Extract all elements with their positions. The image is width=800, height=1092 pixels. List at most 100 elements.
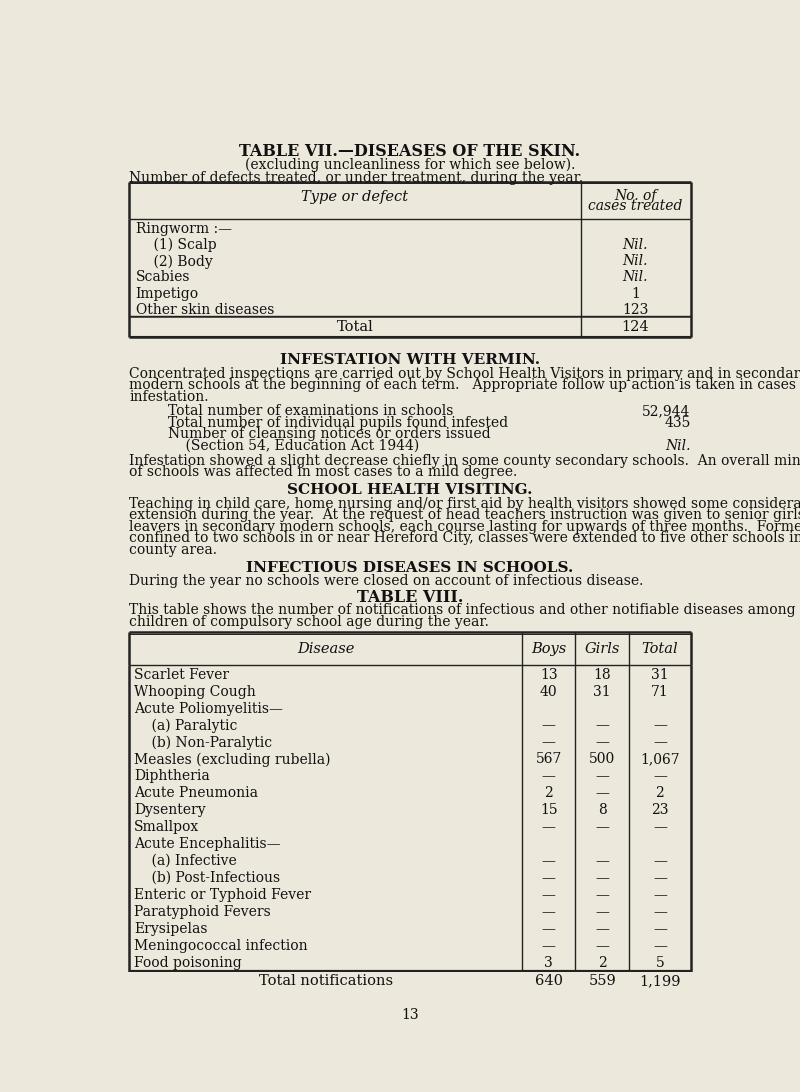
Text: TABLE VII.—DISEASES OF THE SKIN.: TABLE VII.—DISEASES OF THE SKIN.: [239, 143, 581, 161]
Text: 1,067: 1,067: [640, 752, 680, 767]
Text: Total: Total: [337, 320, 374, 334]
Text: —: —: [595, 905, 609, 918]
Text: —: —: [542, 820, 556, 834]
Text: Scabies: Scabies: [136, 271, 190, 284]
Text: confined to two schools in or near Hereford City, classes were extended to five : confined to two schools in or near Heref…: [130, 532, 800, 545]
Text: During the year no schools were closed on account of infectious disease.: During the year no schools were closed o…: [130, 573, 644, 587]
Text: Total: Total: [642, 642, 678, 656]
Text: cases treated: cases treated: [588, 199, 682, 213]
Text: —: —: [595, 871, 609, 885]
Text: —: —: [542, 905, 556, 918]
Text: Scarlet Fever: Scarlet Fever: [134, 667, 230, 681]
Text: (2) Body: (2) Body: [136, 254, 213, 269]
Text: Paratyphoid Fevers: Paratyphoid Fevers: [134, 905, 271, 918]
Text: SCHOOL HEALTH VISITING.: SCHOOL HEALTH VISITING.: [287, 483, 533, 497]
Text: infestation.: infestation.: [130, 390, 209, 404]
Text: 31: 31: [594, 685, 611, 699]
Text: 18: 18: [594, 667, 611, 681]
Text: 435: 435: [664, 416, 690, 430]
Text: (a) Paralytic: (a) Paralytic: [134, 719, 238, 733]
Text: —: —: [595, 854, 609, 868]
Text: (Section 54, Education Act 1944): (Section 54, Education Act 1944): [168, 439, 419, 453]
Text: —: —: [653, 736, 667, 749]
Text: (b) Non-Paralytic: (b) Non-Paralytic: [134, 736, 272, 750]
Text: Ringworm :—: Ringworm :—: [136, 222, 232, 236]
Text: Type or defect: Type or defect: [302, 190, 409, 203]
Text: —: —: [595, 736, 609, 749]
Text: 15: 15: [540, 804, 558, 817]
Text: Measles (excluding rubella): Measles (excluding rubella): [134, 752, 330, 767]
Text: —: —: [653, 820, 667, 834]
Text: Nil.: Nil.: [665, 439, 690, 453]
Text: (a) Infective: (a) Infective: [134, 854, 237, 868]
Text: 13: 13: [540, 667, 558, 681]
Text: 2: 2: [544, 786, 553, 800]
Text: 559: 559: [588, 974, 616, 988]
Text: Nil.: Nil.: [622, 254, 648, 269]
Text: Total number of individual pupils found infested: Total number of individual pupils found …: [168, 416, 508, 430]
Text: Girls: Girls: [585, 642, 620, 656]
Text: —: —: [653, 888, 667, 902]
Text: Meningococcal infection: Meningococcal infection: [134, 939, 308, 952]
Text: Other skin diseases: Other skin diseases: [136, 302, 274, 317]
Text: —: —: [542, 854, 556, 868]
Text: Acute Pneumonia: Acute Pneumonia: [134, 786, 258, 800]
Text: Number of cleansing notices or orders issued: Number of cleansing notices or orders is…: [168, 427, 491, 441]
Text: Enteric or Typhoid Fever: Enteric or Typhoid Fever: [134, 888, 311, 902]
Text: 1,199: 1,199: [639, 974, 681, 988]
Text: (1) Scalp: (1) Scalp: [136, 238, 216, 252]
Text: Acute Poliomyelitis—: Acute Poliomyelitis—: [134, 702, 283, 715]
Text: leavers in secondary modern schools, each course lasting for upwards of three mo: leavers in secondary modern schools, eac…: [130, 520, 800, 534]
Text: 71: 71: [651, 685, 669, 699]
Text: Smallpox: Smallpox: [134, 820, 199, 834]
Text: —: —: [595, 820, 609, 834]
Text: —: —: [595, 719, 609, 733]
Text: Total notifications: Total notifications: [259, 974, 393, 988]
Text: —: —: [542, 770, 556, 783]
Text: —: —: [595, 770, 609, 783]
Text: Impetigo: Impetigo: [136, 286, 198, 300]
Text: (b) Post-Infectious: (b) Post-Infectious: [134, 871, 280, 885]
Text: 13: 13: [401, 1008, 419, 1022]
Text: —: —: [653, 770, 667, 783]
Text: Food poisoning: Food poisoning: [134, 956, 242, 970]
Text: modern schools at the beginning of each term.   Appropriate follow up action is : modern schools at the beginning of each …: [130, 378, 800, 392]
Text: —: —: [595, 939, 609, 952]
Text: TABLE VIII.: TABLE VIII.: [357, 590, 463, 606]
Text: —: —: [595, 922, 609, 936]
Text: —: —: [595, 786, 609, 800]
Text: 500: 500: [589, 752, 615, 767]
Text: —: —: [653, 719, 667, 733]
Text: county area.: county area.: [130, 543, 218, 557]
Text: 2: 2: [598, 956, 606, 970]
Text: —: —: [542, 736, 556, 749]
Text: Infestation showed a slight decrease chiefly in some county secondary schools.  : Infestation showed a slight decrease chi…: [130, 453, 800, 467]
Text: —: —: [653, 939, 667, 952]
Text: 5: 5: [655, 956, 664, 970]
Text: Concentrated inspections are carried out by School Health Visitors in primary an: Concentrated inspections are carried out…: [130, 367, 800, 381]
Text: 1: 1: [631, 286, 640, 300]
Text: Nil.: Nil.: [622, 271, 648, 284]
Text: —: —: [542, 939, 556, 952]
Text: 567: 567: [535, 752, 562, 767]
Text: INFESTATION WITH VERMIN.: INFESTATION WITH VERMIN.: [280, 353, 540, 367]
Text: 124: 124: [622, 320, 650, 334]
Text: Disease: Disease: [298, 642, 354, 656]
Text: Total number of examinations in schools: Total number of examinations in schools: [168, 404, 454, 418]
Text: —: —: [653, 854, 667, 868]
Text: Acute Encephalitis—: Acute Encephalitis—: [134, 838, 281, 851]
Text: This table shows the number of notifications of infectious and other notifiable : This table shows the number of notificat…: [130, 603, 796, 617]
Text: INFECTIOUS DISEASES IN SCHOOLS.: INFECTIOUS DISEASES IN SCHOOLS.: [246, 560, 574, 574]
Text: —: —: [542, 719, 556, 733]
Text: Nil.: Nil.: [622, 238, 648, 252]
Text: 640: 640: [534, 974, 562, 988]
Text: —: —: [542, 922, 556, 936]
Text: Dysentery: Dysentery: [134, 804, 206, 817]
Text: —: —: [653, 871, 667, 885]
Text: of schools was affected in most cases to a mild degree.: of schools was affected in most cases to…: [130, 465, 518, 479]
Text: 123: 123: [622, 302, 649, 317]
Text: 52,944: 52,944: [642, 404, 690, 418]
Text: Whooping Cough: Whooping Cough: [134, 685, 256, 699]
Text: Teaching in child care, home nursing and/or first aid by health visitors showed : Teaching in child care, home nursing and…: [130, 497, 800, 511]
Text: —: —: [653, 922, 667, 936]
